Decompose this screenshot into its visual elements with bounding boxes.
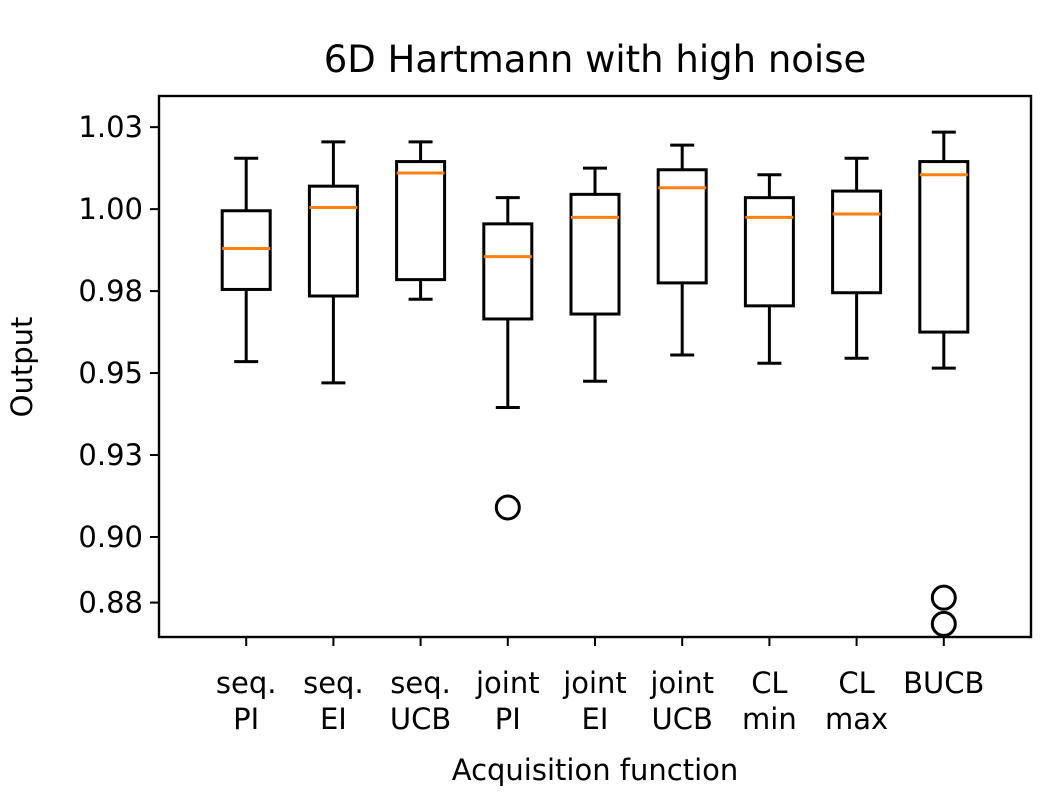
y-tick-label: 1.03 (78, 110, 143, 144)
x-tick-label: joint EI (562, 666, 627, 736)
y-tick-label: 0.95 (78, 356, 143, 390)
x-axis-label: Acquisition function (452, 753, 739, 787)
box-iqr (395, 160, 447, 282)
box-iqr (569, 192, 621, 316)
y-tick-label: 0.98 (78, 274, 143, 308)
box-iqr (831, 189, 883, 295)
x-tick-label: CL min (742, 666, 797, 736)
outlier-point (494, 494, 521, 521)
box-iqr (656, 168, 708, 285)
outlier-point (930, 610, 957, 637)
chart-title: 6D Hartmann with high noise (324, 38, 866, 81)
plot-area: 0.88 0.90 0.93 0.95 0.98 1.00 1.03 seq. PI seq. EI… (78, 110, 984, 736)
box-iqr (220, 209, 272, 291)
x-tick-label: seq. UCB (390, 666, 451, 736)
box-iqr (743, 196, 795, 308)
y-tick-label: 0.93 (78, 438, 143, 472)
x-tick-label: joint UCB (649, 666, 714, 736)
y-tick-label: 0.88 (78, 586, 143, 620)
x-tick-label: seq. EI (303, 666, 364, 736)
outlier-point (930, 584, 957, 611)
x-tick-label: CL max (825, 666, 888, 736)
x-tick-label: BUCB (903, 666, 984, 700)
box-iqr (482, 222, 534, 321)
box-iqr (307, 184, 359, 298)
y-tick-label: 1.00 (78, 192, 143, 226)
box-iqr (918, 160, 970, 334)
x-tick-label: seq. PI (216, 666, 277, 736)
plot-frame (157, 94, 1033, 639)
y-tick-label: 0.90 (78, 520, 143, 554)
y-axis-label: Output (5, 317, 39, 418)
x-tick-label: joint PI (475, 666, 540, 736)
